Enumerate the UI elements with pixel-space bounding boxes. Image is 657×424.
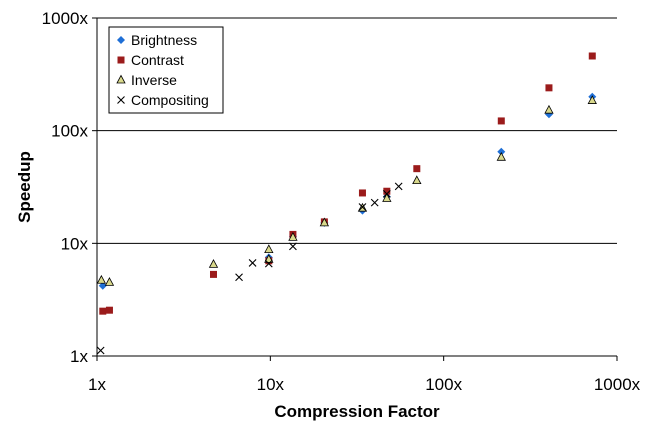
compositing-point <box>382 189 391 198</box>
y-tick-label: 10x <box>61 234 89 253</box>
legend: Brightness Contrast Inverse Compositing <box>108 26 224 114</box>
data-points <box>96 52 597 355</box>
axes <box>96 18 617 357</box>
y-tick-labels: 1x 10x 100x 1000x <box>42 9 97 366</box>
contrast-point <box>413 165 421 173</box>
compositing-point <box>370 198 379 207</box>
contrast-point <box>497 117 505 125</box>
contrast-point <box>383 187 391 195</box>
gridlines <box>97 17 617 244</box>
contrast-point <box>588 52 596 60</box>
series-inverse <box>96 95 597 286</box>
inverse-point <box>496 151 506 161</box>
contrast-point <box>105 306 113 314</box>
x-tick-label: 1000x <box>594 375 641 394</box>
compositing-point <box>248 259 257 267</box>
brightness-point <box>497 147 506 156</box>
x-tick-label: 100x <box>425 375 462 394</box>
compositing-point <box>394 182 403 191</box>
inverse-point <box>319 217 330 227</box>
legend-label-inverse: Inverse <box>131 72 177 88</box>
series-brightness <box>98 92 597 290</box>
brightness-point <box>98 281 107 290</box>
x-axis-title: Compression Factor <box>274 402 440 421</box>
contrast-point <box>358 189 366 197</box>
inverse-point <box>412 175 422 185</box>
legend-marker-brightness <box>117 36 125 44</box>
compositing-point <box>96 346 105 355</box>
inverse-point <box>264 254 274 263</box>
compositing-point <box>289 242 297 251</box>
legend-label-contrast: Contrast <box>131 52 184 68</box>
series-compositing <box>96 182 403 355</box>
legend-marker-contrast <box>117 56 125 64</box>
inverse-point <box>264 244 274 253</box>
legend-marker-compositing <box>117 96 125 104</box>
contrast-point <box>209 270 217 278</box>
inverse-point <box>288 232 298 241</box>
inverse-point <box>96 274 107 284</box>
inverse-point <box>208 259 219 268</box>
contrast-point <box>545 84 553 92</box>
inverse-point <box>104 277 115 286</box>
y-tick-label: 100x <box>51 122 88 141</box>
inverse-point <box>587 95 597 104</box>
y-axis-title: Speedup <box>15 151 34 223</box>
legend-label-brightness: Brightness <box>131 32 197 48</box>
inverse-point <box>382 193 392 202</box>
legend-marker-inverse <box>116 74 126 84</box>
compositing-point <box>235 273 243 282</box>
legend-label-compositing: Compositing <box>131 92 209 108</box>
compositing-point <box>358 203 367 211</box>
inverse-point <box>544 104 554 114</box>
y-tick-label: 1000x <box>42 9 89 28</box>
legend-box <box>108 26 224 114</box>
compositing-point <box>264 259 273 268</box>
contrast-point <box>99 307 107 315</box>
y-tick-label: 1x <box>70 347 88 366</box>
x-tick-labels: 1x 10x 100x 1000x <box>88 356 641 394</box>
x-tick-label: 1x <box>88 375 106 394</box>
x-tick-label: 10x <box>257 375 285 394</box>
